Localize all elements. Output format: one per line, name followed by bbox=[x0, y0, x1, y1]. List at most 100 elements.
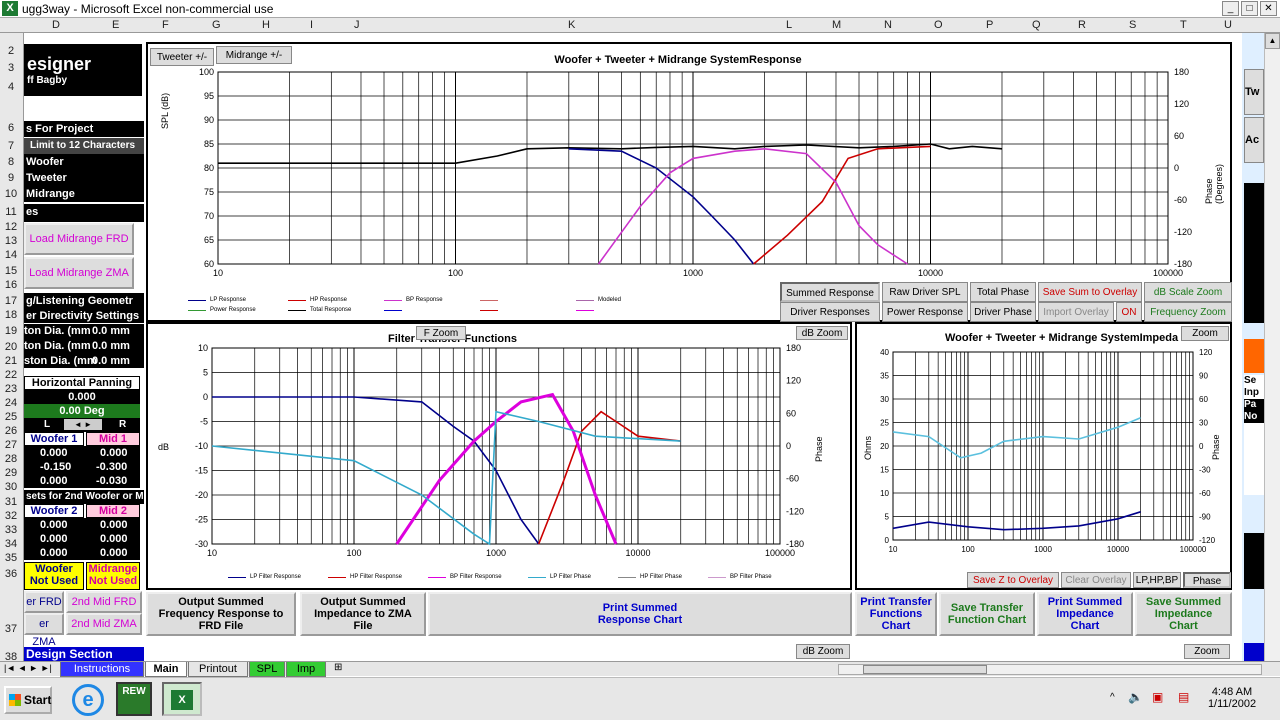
load-midrange-frd-button[interactable]: Load Midrange FRD bbox=[24, 223, 134, 255]
raw-driver-spl-button[interactable]: Raw Driver SPL bbox=[882, 282, 968, 302]
impedance-zoom-button[interactable]: Zoom bbox=[1181, 326, 1229, 341]
tab-instructions[interactable]: Instructions bbox=[60, 662, 144, 677]
network-icon[interactable]: ▣ bbox=[1152, 690, 1164, 704]
row-header[interactable]: 14 bbox=[4, 249, 18, 261]
col-S[interactable]: S bbox=[1129, 19, 1137, 31]
m1-offset-b[interactable]: -0.300 bbox=[96, 461, 128, 473]
right-ac-button[interactable]: Ac bbox=[1244, 117, 1264, 163]
summed-response-button[interactable]: Summed Response bbox=[780, 282, 880, 302]
row-header[interactable]: 9 bbox=[7, 172, 15, 184]
driver-phase-button[interactable]: Driver Phase bbox=[970, 302, 1036, 322]
row-header[interactable]: 29 bbox=[4, 467, 18, 479]
row-header[interactable]: 16 bbox=[4, 279, 18, 291]
col-L[interactable]: L bbox=[786, 19, 793, 31]
row-header[interactable]: 35 bbox=[4, 552, 18, 564]
row-header[interactable]: 18 bbox=[4, 309, 18, 321]
col-G[interactable]: G bbox=[212, 19, 221, 31]
row-header[interactable]: 11 bbox=[5, 206, 17, 218]
row-header[interactable]: 21 bbox=[4, 355, 18, 367]
col-J[interactable]: J bbox=[354, 19, 360, 31]
start-button[interactable]: Start bbox=[4, 686, 52, 714]
col-P[interactable]: P bbox=[986, 19, 994, 31]
row-header[interactable]: 15 bbox=[4, 265, 18, 277]
row-header[interactable]: 22 bbox=[4, 369, 18, 381]
2nd-mid-zma-button[interactable]: 2nd Mid ZMA bbox=[66, 613, 142, 635]
dia2-value[interactable]: 0.0 mm bbox=[92, 340, 130, 352]
row-header[interactable]: 27 bbox=[4, 439, 18, 451]
output-frd-button[interactable]: Output Summed Frequency Response to FRD … bbox=[146, 592, 296, 636]
row-header[interactable]: 24 bbox=[4, 397, 18, 409]
row-header[interactable]: 3 bbox=[7, 62, 15, 74]
row-header[interactable]: 34 bbox=[4, 538, 18, 550]
row-header[interactable]: 19 bbox=[4, 325, 18, 337]
row-header[interactable]: 6 bbox=[7, 122, 15, 134]
print-transfer-button[interactable]: Print Transfer Functions Chart bbox=[855, 592, 937, 636]
power-response-button[interactable]: Power Response bbox=[882, 302, 968, 322]
col-I[interactable]: I bbox=[310, 19, 314, 31]
clear-overlay-button[interactable]: Clear Overlay bbox=[1061, 572, 1131, 588]
save-impedance-button[interactable]: Save Summed Impedance Chart bbox=[1135, 592, 1232, 636]
filter-db-zoom-button[interactable]: dB Zoom bbox=[796, 326, 848, 340]
insert-sheet-icon[interactable]: ⊞ bbox=[334, 662, 343, 673]
row-header[interactable]: 12 bbox=[4, 221, 18, 233]
import-overlay-button[interactable]: Import Overlay bbox=[1038, 302, 1114, 322]
tab-nav-arrows-icon[interactable]: |◄ ◄ ► ►| bbox=[4, 663, 52, 673]
dia1-value[interactable]: 0.0 mm bbox=[92, 325, 130, 337]
frequency-zoom-button[interactable]: Frequency Zoom bbox=[1144, 302, 1232, 322]
total-phase-button[interactable]: Total Phase bbox=[970, 282, 1036, 302]
row-header[interactable]: 25 bbox=[4, 411, 18, 423]
print-impedance-button[interactable]: Print Summed Impedance Chart bbox=[1037, 592, 1133, 636]
volume-icon[interactable]: 🔈 bbox=[1128, 690, 1143, 704]
row-header[interactable]: 7 bbox=[7, 140, 15, 152]
right-tw-button[interactable]: Tw bbox=[1244, 69, 1264, 115]
excel-taskbar-icon[interactable]: X bbox=[162, 682, 202, 716]
row-header[interactable]: 32 bbox=[4, 510, 18, 522]
driver-responses-button[interactable]: Driver Responses bbox=[780, 302, 880, 322]
2nd-mid-frd-button[interactable]: 2nd Mid FRD bbox=[66, 591, 142, 613]
load-midrange-zma-button[interactable]: Load Midrange ZMA bbox=[24, 257, 134, 289]
close-icon[interactable]: ✕ bbox=[1260, 1, 1277, 16]
tab-imp[interactable]: Imp bbox=[286, 662, 326, 677]
output-zma-button[interactable]: Output Summed Impedance to ZMA File bbox=[300, 592, 426, 636]
w2-offset-b[interactable]: 0.000 bbox=[40, 533, 68, 545]
horizontal-scroll-thumb[interactable] bbox=[863, 665, 987, 674]
tweeter-name[interactable]: Tweeter bbox=[24, 170, 144, 186]
dia3-value[interactable]: 0.0 mm bbox=[92, 355, 130, 367]
row-header[interactable]: 28 bbox=[4, 453, 18, 465]
pan-scroll-arrows-icon[interactable]: ◄ ► bbox=[64, 419, 102, 430]
internet-explorer-icon[interactable]: e bbox=[72, 684, 104, 716]
rew-app-icon[interactable]: REW bbox=[116, 682, 152, 716]
tab-main[interactable]: Main bbox=[145, 662, 187, 677]
row-header[interactable]: 30 bbox=[4, 481, 18, 493]
col-K[interactable]: K bbox=[568, 19, 576, 31]
tab-spl[interactable]: SPL bbox=[249, 662, 285, 677]
col-F[interactable]: F bbox=[162, 19, 169, 31]
m2-offset-a[interactable]: 0.000 bbox=[100, 519, 128, 531]
scroll-up-icon[interactable]: ▲ bbox=[1265, 33, 1280, 49]
col-T[interactable]: T bbox=[1180, 19, 1187, 31]
col-N[interactable]: N bbox=[884, 19, 892, 31]
db-scale-zoom-button[interactable]: dB Scale Zoom bbox=[1144, 282, 1232, 302]
w1-offset-a[interactable]: 0.000 bbox=[40, 447, 68, 459]
w2-offset-a[interactable]: 0.000 bbox=[40, 519, 68, 531]
row-header[interactable]: 4 bbox=[7, 81, 15, 93]
col-E[interactable]: E bbox=[112, 19, 120, 31]
row-header[interactable]: 36 bbox=[4, 568, 18, 580]
save-z-to-overlay-button[interactable]: Save Z to Overlay bbox=[967, 572, 1059, 588]
col-U[interactable]: U bbox=[1224, 19, 1232, 31]
row-header[interactable]: 17 bbox=[4, 295, 18, 307]
woofer-zma-button[interactable]: er ZMA bbox=[24, 613, 64, 648]
maximize-icon[interactable]: □ bbox=[1241, 1, 1258, 16]
print-response-button[interactable]: Print Summed Response Chart bbox=[428, 592, 852, 636]
row-header[interactable]: 10 bbox=[4, 188, 18, 200]
row-header[interactable]: 37 bbox=[4, 623, 18, 635]
power-icon[interactable]: ▤ bbox=[1178, 690, 1190, 704]
row-header[interactable]: 38 bbox=[4, 651, 18, 663]
row-header[interactable]: 2 bbox=[7, 45, 15, 57]
midrange-name[interactable]: Midrange bbox=[24, 186, 144, 202]
pan-slider[interactable]: L ◄ ► R bbox=[24, 418, 140, 432]
filter-f-zoom-button[interactable]: F Zoom bbox=[416, 326, 466, 340]
clock[interactable]: 4:48 AM 1/11/2002 bbox=[1200, 686, 1264, 710]
row-header[interactable]: 20 bbox=[4, 341, 18, 353]
m1-offset-c[interactable]: -0.030 bbox=[96, 475, 128, 487]
